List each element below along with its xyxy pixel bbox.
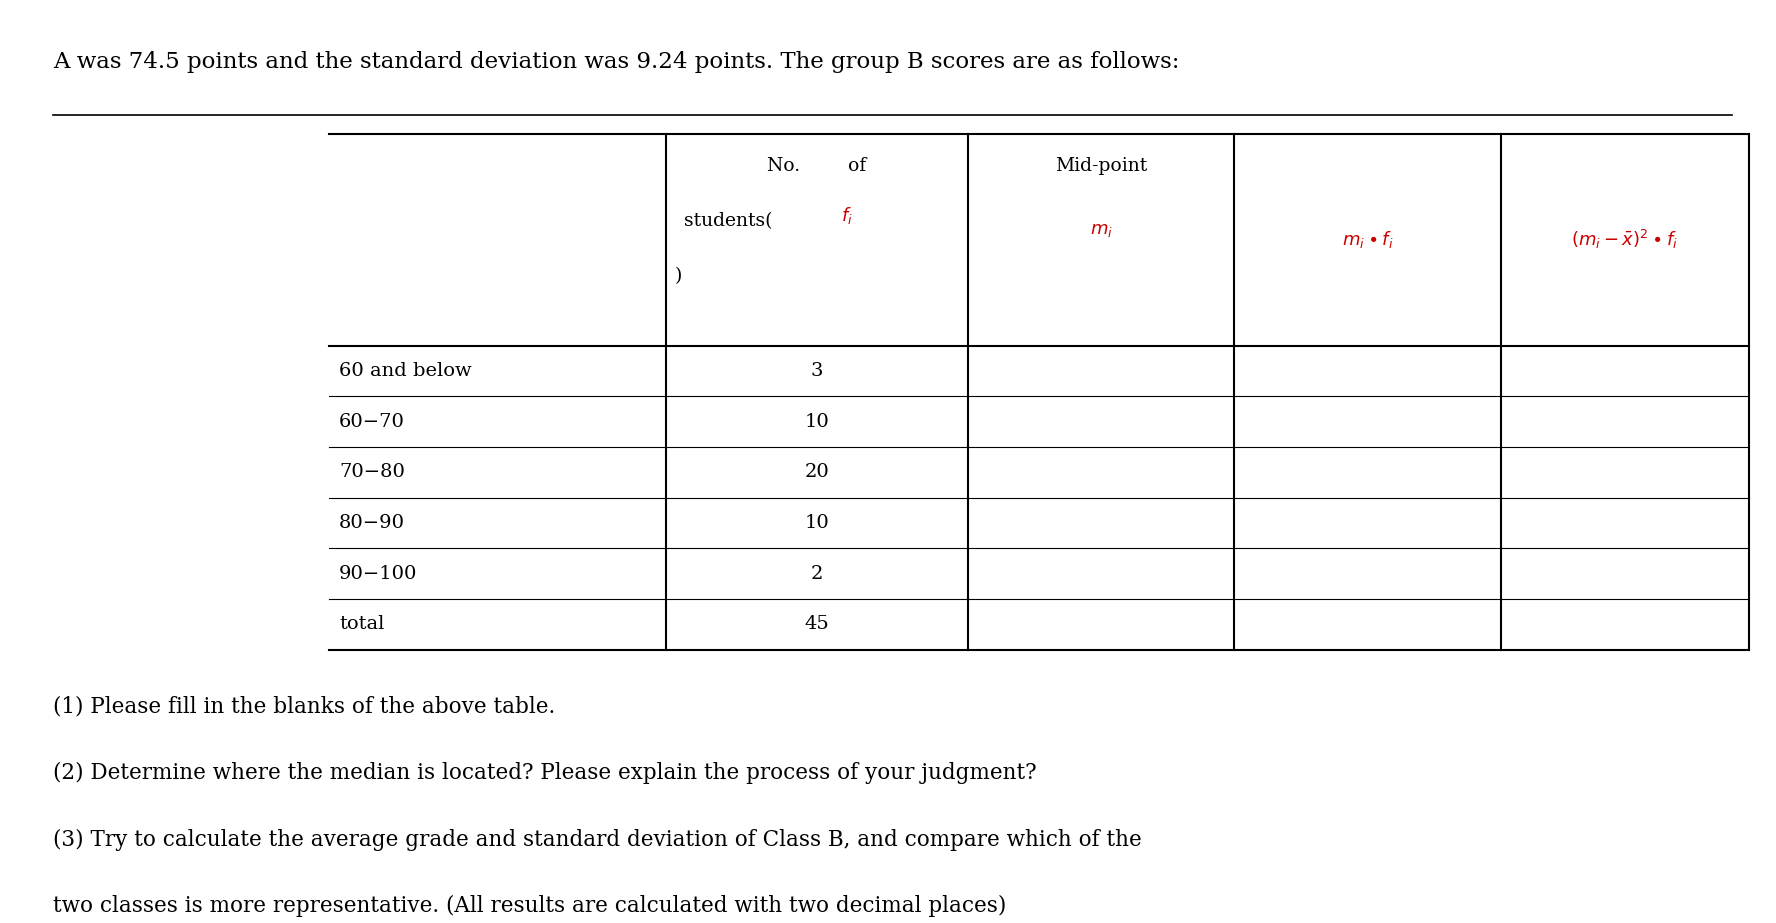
Text: $(m_i - \bar{x})^2 \bullet f_i$: $(m_i - \bar{x})^2 \bullet f_i$ bbox=[1572, 228, 1678, 251]
Text: 10: 10 bbox=[805, 413, 829, 431]
Text: 10: 10 bbox=[805, 514, 829, 532]
Text: No.        of: No. of bbox=[767, 157, 867, 174]
Text: (3) Try to calculate the average grade and standard deviation of Class B, and co: (3) Try to calculate the average grade a… bbox=[53, 829, 1142, 850]
Text: students(: students( bbox=[684, 212, 773, 230]
Text: total: total bbox=[339, 616, 385, 633]
Text: $m_i$: $m_i$ bbox=[1090, 222, 1112, 239]
Text: 45: 45 bbox=[805, 616, 829, 633]
Text: $f_i$: $f_i$ bbox=[842, 206, 852, 226]
Text: 60 and below: 60 and below bbox=[339, 362, 472, 380]
Text: 70−80: 70−80 bbox=[339, 463, 405, 481]
Text: 2: 2 bbox=[812, 565, 822, 582]
Text: 60−70: 60−70 bbox=[339, 413, 405, 431]
Text: two classes is more representative. (All results are calculated with two decimal: two classes is more representative. (All… bbox=[53, 894, 1007, 917]
Text: 3: 3 bbox=[810, 362, 824, 380]
Text: A was 74.5 points and the standard deviation was 9.24 points. The group B scores: A was 74.5 points and the standard devia… bbox=[53, 51, 1179, 73]
Text: ): ) bbox=[675, 268, 682, 285]
Text: 90−100: 90−100 bbox=[339, 565, 417, 582]
Text: Mid-point: Mid-point bbox=[1055, 157, 1147, 174]
Text: 20: 20 bbox=[805, 463, 829, 481]
Text: (2) Determine where the median is located? Please explain the process of your ju: (2) Determine where the median is locate… bbox=[53, 762, 1037, 785]
Text: (1) Please fill in the blanks of the above table.: (1) Please fill in the blanks of the abo… bbox=[53, 696, 556, 718]
Text: $m_i \bullet f_i$: $m_i \bullet f_i$ bbox=[1341, 229, 1394, 250]
Text: 80−90: 80−90 bbox=[339, 514, 405, 532]
